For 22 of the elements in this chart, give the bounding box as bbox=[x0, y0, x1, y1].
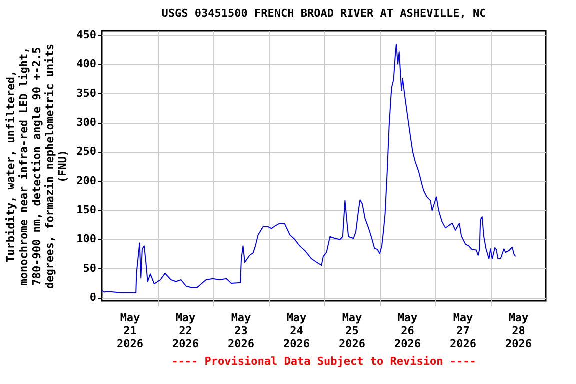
y-axis-title: Turbidity, water, unfiltered, monochrome near infra-red LED light, 780-900 nm, detection angle 90 +-2.5 degrees, formazin nephelometric units (FNU) bbox=[4, 44, 70, 290]
y-tick-label: 350 bbox=[76, 86, 96, 100]
x-tick-label: May 28 2026 bbox=[506, 312, 532, 350]
y-tick-label: 250 bbox=[76, 145, 96, 158]
y-tick-label: 400 bbox=[76, 58, 96, 71]
y-tick-label: 0 bbox=[90, 291, 96, 304]
text: ---- Provisional Data Subject to Revision ---- bbox=[172, 355, 476, 368]
x-tick-label: May 24 2026 bbox=[284, 312, 310, 350]
x-tick-label: May 23 2026 bbox=[228, 312, 255, 350]
line-series bbox=[102, 44, 516, 294]
y-tick-label: 300 bbox=[76, 116, 96, 130]
y-tick-label: 450 bbox=[76, 28, 96, 42]
x-tick-label: May 27 2026 bbox=[450, 312, 477, 350]
y-tick-label: 50 bbox=[83, 262, 96, 275]
x-tick-label: May 26 2026 bbox=[394, 312, 422, 350]
x-tick-label: May 22 2026 bbox=[172, 312, 200, 350]
y-tick-label: 150 bbox=[76, 204, 96, 217]
x-tick-label: May 25 2026 bbox=[339, 312, 366, 350]
y-tick-label: 100 bbox=[76, 232, 96, 246]
chart-title: USGS 03451500 FRENCH BROAD RIVER AT ASHEVILLE, NC bbox=[162, 7, 486, 20]
y-tick-label: 200 bbox=[76, 174, 96, 188]
x-tick-label: May 21 2026 bbox=[117, 312, 144, 350]
